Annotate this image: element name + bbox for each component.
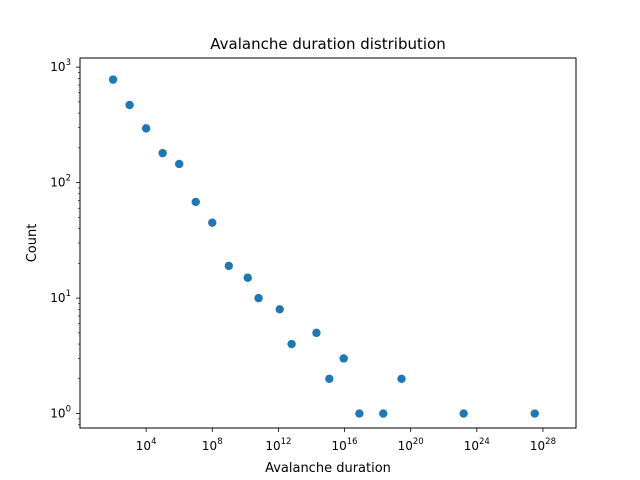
x-tick-base: 10 (265, 439, 280, 453)
y-tick-label: 102 (50, 174, 71, 190)
x-tick-label: 108 (202, 437, 223, 453)
x-axis-label: Avalanche duration (265, 461, 391, 476)
data-point (275, 305, 284, 314)
x-tick-exponent: 8 (217, 437, 222, 447)
data-point (530, 409, 539, 418)
x-tick-label: 104 (136, 437, 157, 453)
x-tick-base: 10 (530, 439, 545, 453)
data-point (325, 374, 334, 384)
data-point (339, 354, 348, 363)
y-tick-base: 10 (50, 60, 65, 74)
x-tick-exponent: 16 (347, 437, 358, 447)
data-point (224, 261, 233, 271)
x-tick-label: 1012 (265, 437, 291, 453)
data-point (243, 273, 252, 282)
points-group (108, 75, 539, 418)
data-point (397, 374, 406, 384)
y-tick-label: 103 (50, 58, 71, 74)
x-tick-exponent: 24 (479, 437, 490, 447)
x-tick-base: 10 (202, 439, 217, 453)
x-tick-label: 1020 (398, 437, 424, 453)
data-point (141, 124, 151, 133)
y-tick-base: 10 (50, 291, 65, 305)
data-point (158, 148, 167, 158)
y-tick-exponent: 1 (66, 289, 71, 299)
x-tick-label: 1016 (331, 437, 357, 453)
x-tick-label: 1024 (464, 437, 490, 453)
x-tick-label: 1028 (530, 437, 556, 453)
x-tick-exponent: 4 (151, 437, 156, 447)
data-point (254, 293, 263, 303)
data-point (355, 409, 364, 418)
x-tick-base: 10 (464, 439, 479, 453)
data-point (459, 409, 468, 418)
data-point (312, 328, 321, 338)
y-tick-base: 10 (50, 407, 65, 421)
chart-title: Avalanche duration distribution (210, 35, 445, 53)
data-point (287, 339, 296, 349)
y-tick-exponent: 3 (66, 58, 71, 68)
y-tick-label: 100 (50, 405, 71, 421)
x-tick-base: 10 (398, 439, 413, 453)
y-tick-base: 10 (50, 176, 65, 190)
y-tick-label: 101 (50, 289, 71, 305)
x-tick-base: 10 (136, 439, 151, 453)
data-point (379, 409, 388, 418)
x-tick-exponent: 12 (281, 437, 292, 447)
plot-area-frame (79, 57, 577, 429)
data-point (191, 197, 200, 207)
data-point (125, 100, 134, 110)
y-tick-exponent: 0 (66, 405, 71, 415)
data-point (175, 159, 184, 169)
x-tick-exponent: 28 (545, 437, 556, 447)
data-point (108, 75, 118, 84)
x-tick-exponent: 20 (413, 437, 424, 447)
data-point (208, 218, 217, 227)
y-axis-label: Count (25, 224, 40, 263)
y-tick-exponent: 2 (66, 174, 71, 184)
x-tick-base: 10 (331, 439, 346, 453)
